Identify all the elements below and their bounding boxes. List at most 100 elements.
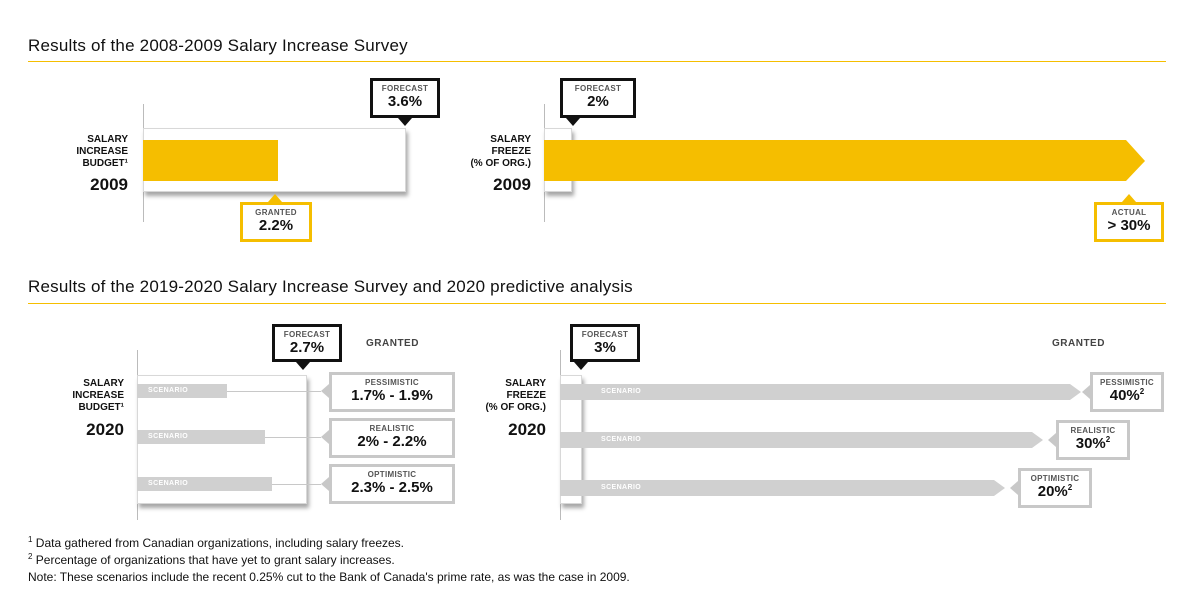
callout-label: OPTIMISTIC (367, 470, 417, 479)
scenario-arrow-optimistic (560, 480, 1005, 496)
callout-value: 20%2 (1021, 484, 1089, 500)
scenario-arrow-shape (560, 480, 1005, 496)
callout-label: FORECAST (581, 330, 629, 339)
callout-value: 30%2 (1059, 436, 1127, 452)
callout-value: 2.3% - 2.5% (351, 479, 433, 496)
row-label-line: INCREASE (76, 146, 128, 157)
callout-value: 2% - 2.2% (357, 433, 427, 450)
footnote-mark: 2 (1105, 435, 1111, 444)
footnote-mark: 2 (28, 552, 33, 561)
scenario-connector (265, 437, 321, 438)
callout-pointer (321, 430, 329, 444)
granted-heading-increase-2020: GRANTED (366, 338, 419, 349)
scenario-bar-label: SCENARIO (148, 387, 189, 394)
scenario-connector (272, 484, 321, 485)
row-label-increase-2009: SALARY INCREASE BUDGET¹ (40, 134, 128, 170)
row-label-line: FREEZE (506, 390, 546, 401)
scenario-value: 30% (1075, 435, 1106, 452)
forecast-callout-freeze-2009: FORECAST 2% (560, 78, 636, 118)
scenario-callout-realistic: REALISTIC 30%2 (1056, 420, 1130, 460)
row-label-freeze-2009: SALARY FREEZE (% OF ORG.) (440, 134, 531, 170)
footnote-2: 2 Percentage of organizations that have … (28, 552, 630, 569)
scenario-arrow-pessimistic (560, 384, 1081, 400)
forecast-callout-increase-2009: FORECAST 3.6% (370, 78, 440, 118)
scenario-value: 20% (1037, 483, 1068, 500)
row-label-line: INCREASE (72, 390, 124, 401)
actual-arrow-shape (544, 140, 1145, 181)
row-label-freeze-2020: SALARY FREEZE (% OF ORG.) (456, 378, 546, 414)
row-year-freeze-2009: 2009 (493, 175, 531, 194)
callout-pointer (1082, 385, 1090, 399)
callout-value: 2.2% (258, 217, 294, 234)
callout-label: ACTUAL (1111, 208, 1147, 217)
footnote-mark: 1 (28, 535, 33, 544)
footnote-1: 1 Data gathered from Canadian organizati… (28, 535, 630, 552)
callout-pointer (398, 118, 412, 126)
scenario-bar-label: SCENARIO (148, 480, 189, 487)
scenario-bar-pessimistic (137, 384, 227, 398)
forecast-callout-freeze-2020: FORECAST 3% (570, 324, 640, 362)
row-year-increase-2020: 2020 (86, 420, 124, 439)
footnote-text: Data gathered from Canadian organization… (32, 536, 404, 550)
callout-value: 3% (594, 339, 616, 356)
scenario-callout-pessimistic: PESSIMISTIC 40%2 (1090, 372, 1164, 412)
callout-value: 2% (587, 93, 609, 110)
callout-value: 1.7% - 1.9% (351, 387, 433, 404)
footnotes: 1 Data gathered from Canadian organizati… (28, 535, 630, 586)
granted-callout-increase-2009: GRANTED 2.2% (240, 202, 312, 242)
row-label-increase-2020: SALARY INCREASE BUDGET¹ (36, 378, 124, 414)
section-title-2020: Results of the 2019-2020 Salary Increase… (28, 277, 633, 296)
scenario-callout-pessimistic: PESSIMISTIC 1.7% - 1.9% (329, 372, 455, 412)
scenario-arrow-shape (560, 432, 1043, 448)
callout-pointer (1010, 481, 1018, 495)
callout-value: 40%2 (1093, 388, 1161, 404)
row-label-line: (% OF ORG.) (485, 402, 546, 413)
callout-pointer (296, 362, 310, 370)
scenario-bar-label: SCENARIO (601, 436, 642, 443)
callout-pointer (1122, 194, 1136, 202)
callout-label: OPTIMISTIC (1030, 474, 1080, 483)
row-label-line: SALARY (83, 378, 124, 389)
scenario-callout-optimistic: OPTIMISTIC 20%2 (1018, 468, 1092, 508)
scenario-arrow-realistic (560, 432, 1043, 448)
section-title-2009: Results of the 2008-2009 Salary Increase… (28, 36, 408, 55)
footnote-text: Percentage of organizations that have ye… (32, 553, 395, 567)
section-rule-2009 (28, 61, 1166, 62)
scenario-bar-optimistic (137, 477, 272, 491)
callout-label: FORECAST (283, 330, 331, 339)
callout-label: REALISTIC (1070, 426, 1116, 435)
row-label-line: (% OF ORG.) (470, 158, 531, 169)
callout-label: PESSIMISTIC (1100, 378, 1154, 387)
footnote-mark: 2 (1067, 483, 1073, 492)
callout-pointer (1048, 433, 1056, 447)
callout-label: FORECAST (381, 84, 429, 93)
scenario-bar-label: SCENARIO (148, 433, 189, 440)
callout-label: PESSIMISTIC (365, 378, 419, 387)
callout-label: GRANTED (255, 208, 297, 217)
row-label-line: BUDGET¹ (78, 402, 124, 413)
row-year-increase-2009: 2009 (90, 175, 128, 194)
row-label-line: BUDGET¹ (82, 158, 128, 169)
scenario-bar-label: SCENARIO (601, 484, 642, 491)
actual-arrow-bar-freeze-2009 (544, 140, 1145, 181)
callout-value: > 30% (1107, 217, 1151, 234)
scenario-bar-realistic (137, 430, 265, 444)
callout-label: FORECAST (574, 84, 622, 93)
granted-heading-freeze-2020: GRANTED (1052, 338, 1105, 349)
forecast-callout-increase-2020: FORECAST 2.7% (272, 324, 342, 362)
row-label-line: FREEZE (491, 146, 531, 157)
callout-pointer (321, 384, 329, 398)
callout-pointer (566, 118, 580, 126)
row-year-freeze-2020: 2020 (508, 420, 546, 439)
callout-pointer (574, 362, 588, 370)
callout-value: 2.7% (289, 339, 325, 356)
callout-label: REALISTIC (369, 424, 415, 433)
footnote-note: Note: These scenarios include the recent… (28, 569, 630, 586)
row-label-line: SALARY (87, 134, 128, 145)
scenario-callout-optimistic: OPTIMISTIC 2.3% - 2.5% (329, 464, 455, 504)
callout-value: 3.6% (387, 93, 423, 110)
granted-bar-increase-2009 (143, 140, 278, 181)
actual-callout-freeze-2009: ACTUAL > 30% (1094, 202, 1164, 242)
footnote-text: Note: These scenarios include the recent… (28, 570, 630, 584)
scenario-connector (227, 391, 321, 392)
